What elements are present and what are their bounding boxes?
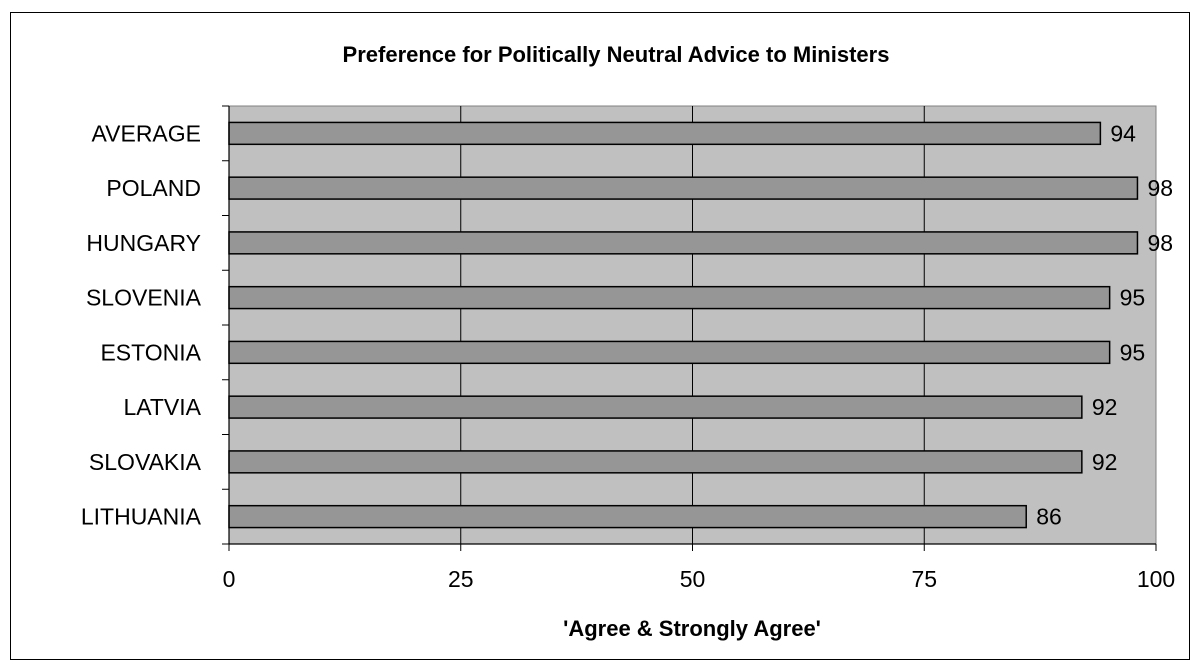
category-label: LATVIA — [123, 394, 201, 420]
bar — [228, 231, 1139, 255]
value-label: 98 — [1147, 175, 1173, 201]
value-label: 92 — [1092, 394, 1118, 420]
category-label: SLOVAKIA — [89, 449, 202, 475]
bar — [228, 504, 1027, 529]
value-label: 92 — [1092, 449, 1118, 475]
bar — [228, 285, 1111, 310]
category-label: AVERAGE — [92, 120, 202, 146]
bars — [228, 121, 1139, 529]
value-label: 95 — [1120, 339, 1146, 365]
category-label: HUNGARY — [86, 230, 201, 256]
category-label: SLOVENIA — [86, 285, 202, 311]
x-tick-label: 25 — [448, 566, 474, 592]
labels: 0 25 50 75 100 AVERAGE 94 POLAND 98 HUNGARY 98 SLOV… — [81, 120, 1175, 592]
category-label: LITHUANIA — [81, 504, 202, 530]
x-tick-label: 0 — [223, 566, 236, 592]
bar — [228, 121, 1102, 146]
bar — [228, 395, 1083, 419]
category-label: ESTONIA — [100, 339, 201, 365]
category-label: POLAND — [106, 175, 201, 201]
value-label: 94 — [1110, 120, 1136, 146]
chart-title: Preference for Politically Neutral Advic… — [343, 42, 890, 67]
x-tick-label: 75 — [911, 566, 937, 592]
value-label: 95 — [1120, 285, 1146, 311]
x-tick-label: 50 — [680, 566, 706, 592]
x-tick-label: 100 — [1137, 566, 1175, 592]
bar — [228, 340, 1111, 365]
axes — [222, 105, 1157, 551]
bar — [228, 176, 1139, 200]
x-axis-label: 'Agree & Strongly Agree' — [563, 616, 821, 641]
value-label: 86 — [1036, 504, 1062, 530]
value-label: 98 — [1147, 230, 1173, 256]
bar — [228, 450, 1083, 474]
